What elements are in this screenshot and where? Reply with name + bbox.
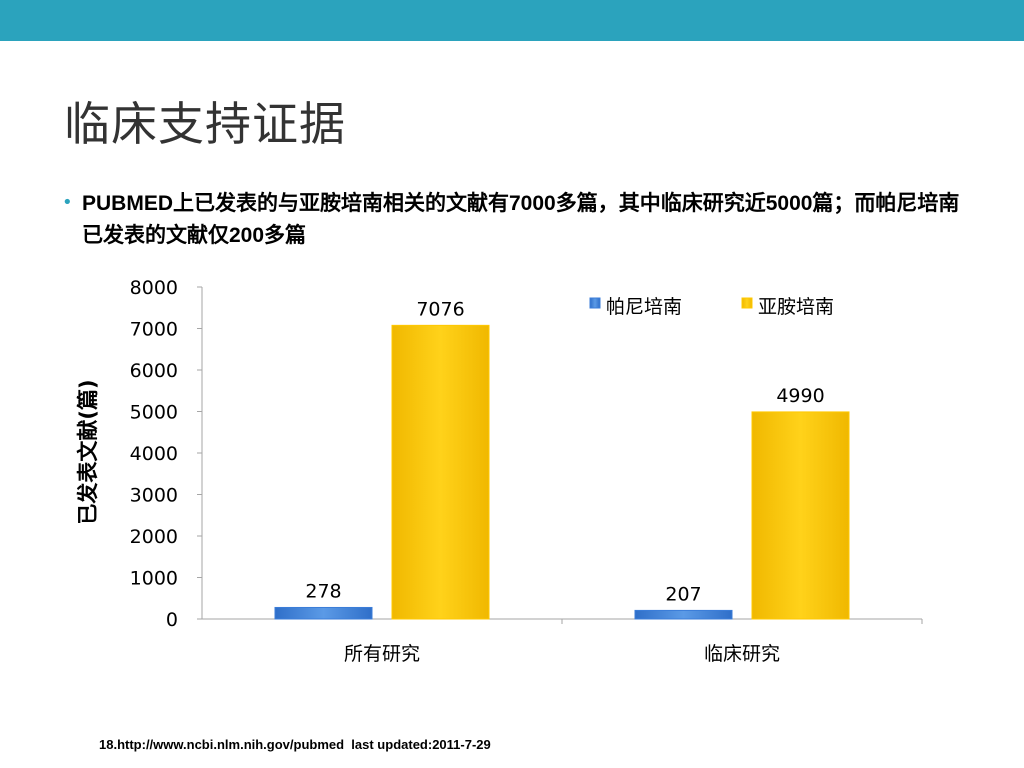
y-tick-label: 4000: [130, 443, 178, 465]
legend-label: 帕尼培南: [606, 296, 682, 318]
bullet-dot-icon: •: [62, 192, 73, 213]
bar-series-2: [391, 324, 490, 620]
y-tick-label: 3000: [130, 485, 178, 507]
bar-series-2: [751, 411, 850, 620]
footnote-source: 18.http://www.ncbi.nlm.nih.gov/pubmed la…: [99, 737, 491, 752]
slide-title: 临床支持证据: [64, 97, 346, 151]
legend-swatch: [741, 297, 753, 309]
x-category-label: 所有研究: [344, 643, 420, 665]
bar-data-label: 4990: [776, 385, 824, 407]
bar-data-label: 7076: [416, 298, 464, 320]
top-accent-bar: [0, 0, 1024, 41]
y-tick-label: 5000: [130, 402, 178, 424]
x-category-label: 临床研究: [704, 643, 780, 665]
y-tick-label: 0: [166, 609, 178, 631]
bar-data-label: 278: [305, 580, 341, 602]
y-tick-label: 1000: [130, 568, 178, 590]
legend-swatch: [589, 297, 601, 309]
y-tick-label: 7000: [130, 319, 178, 341]
y-tick-label: 6000: [130, 360, 178, 382]
bar-data-label: 207: [665, 583, 701, 605]
y-axis-title: 已发表文献(篇): [76, 379, 100, 524]
bar-series-1: [274, 606, 373, 620]
legend-label: 亚胺培南: [758, 296, 834, 318]
y-tick-label: 2000: [130, 526, 178, 548]
y-tick-label: 8000: [130, 277, 178, 299]
bullet-text: PUBMED上已发表的与亚胺培南相关的文献有7000多篇，其中临床研究近5000…: [82, 192, 960, 247]
bar-series-1: [634, 609, 733, 620]
